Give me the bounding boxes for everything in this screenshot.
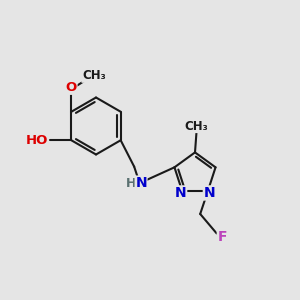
Text: O: O (66, 81, 77, 94)
Text: CH₃: CH₃ (82, 69, 106, 82)
Text: CH₃: CH₃ (184, 119, 208, 133)
Text: N: N (135, 176, 147, 190)
Text: HO: HO (26, 134, 48, 147)
Text: N: N (175, 186, 187, 200)
Text: H: H (126, 177, 136, 190)
Text: F: F (217, 230, 227, 244)
Text: N: N (203, 186, 215, 200)
